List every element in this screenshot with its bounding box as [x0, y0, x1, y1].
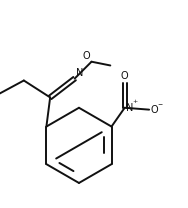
Text: N: N: [76, 68, 83, 78]
Text: O: O: [83, 51, 91, 61]
Text: N: N: [126, 103, 133, 113]
Text: O: O: [121, 71, 128, 82]
Text: −: −: [157, 101, 162, 106]
Text: +: +: [132, 99, 137, 104]
Text: O: O: [150, 105, 158, 115]
